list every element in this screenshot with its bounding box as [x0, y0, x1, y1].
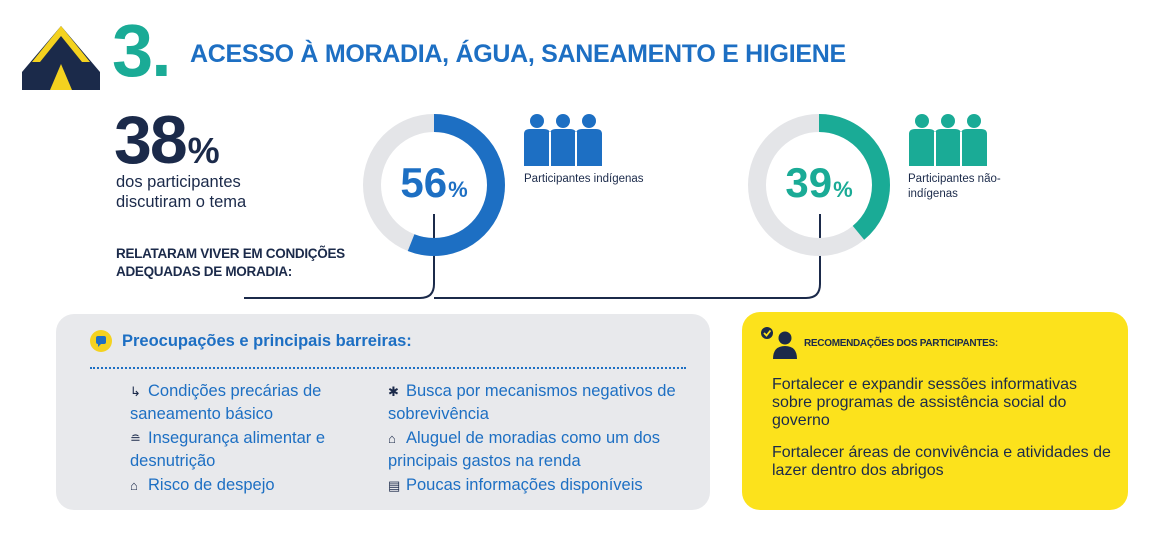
- main-stat: 38 %: [114, 106, 220, 174]
- non-indigenous-percent-unit: %: [833, 177, 853, 202]
- donut-arc-indigenous: [363, 114, 505, 256]
- section-title: ACESSO À MORADIA, ÁGUA, SANEAMENTO E HIG…: [190, 40, 846, 68]
- donut-chart-non-indigenous: [748, 114, 890, 256]
- donut-label-indigenous: 56 %: [361, 162, 507, 204]
- tent-icon: [22, 26, 100, 90]
- people-icon: [909, 114, 987, 166]
- concern-item: ↳ Condições precárias de saneamento básic…: [130, 382, 322, 423]
- concern-item: ⌂ Risco de despejo: [130, 474, 380, 497]
- non-indigenous-percent-value: 39: [785, 159, 833, 206]
- donut-label-non-indigenous: 39 %: [746, 162, 892, 204]
- concerns-title: Preocupações e principais barreiras:: [122, 331, 412, 350]
- document-icon: ▤: [388, 478, 401, 493]
- recommendation-item: Fortalecer e expandir sessões informativ…: [772, 376, 1078, 429]
- indigenous-percent-unit: %: [448, 177, 468, 202]
- concern-item: ⌂ Aluguel de moradias como um dos princip…: [388, 429, 661, 470]
- main-stat-description: dos participantes discutiram o tema: [116, 173, 247, 211]
- recommendations-panel: [742, 312, 1128, 510]
- recommendations-title: RECOMENDAÇÕES DOS PARTICIPANTES:: [804, 338, 998, 349]
- concerns-header: Preocupações e principais barreiras:: [90, 330, 412, 352]
- donut-arc-non-indigenous: [748, 114, 890, 256]
- concern-item: ▤ Poucas informações disponíveis: [388, 474, 688, 497]
- dotted-divider: [90, 367, 686, 369]
- person-check-icon: [761, 327, 797, 359]
- concern-item: ≘ Insegurança alimentar e desnutrição: [130, 429, 326, 470]
- concern-item: ✱ Busca por mecanismos negativos de sobre…: [388, 382, 676, 423]
- people-icon: [524, 114, 602, 166]
- concerns-panel: [56, 314, 710, 510]
- house-icon: ⌂: [130, 478, 138, 493]
- chat-icon: [90, 330, 112, 352]
- recommendation-item: Fortalecer áreas de convivência e ativid…: [772, 444, 1111, 479]
- group-label-non-indigenous: Participantes não-indígenas: [908, 173, 1001, 200]
- donut-chart-indigenous: [363, 114, 505, 256]
- section-number: 3.: [112, 9, 172, 92]
- reported-label: RELATARAM VIVER EM CONDIÇÕES ADEQUADAS D…: [116, 246, 345, 279]
- pipe-icon: ↳: [130, 384, 141, 399]
- house-icon: ⌂: [388, 431, 396, 446]
- running-person-icon: ✱: [388, 384, 399, 399]
- food-icon: ≘: [130, 431, 141, 446]
- group-label-indigenous: Participantes indígenas: [524, 173, 644, 185]
- main-stat-value: 38: [114, 102, 188, 178]
- main-stat-unit: %: [187, 130, 220, 171]
- indigenous-percent-value: 56: [400, 159, 448, 206]
